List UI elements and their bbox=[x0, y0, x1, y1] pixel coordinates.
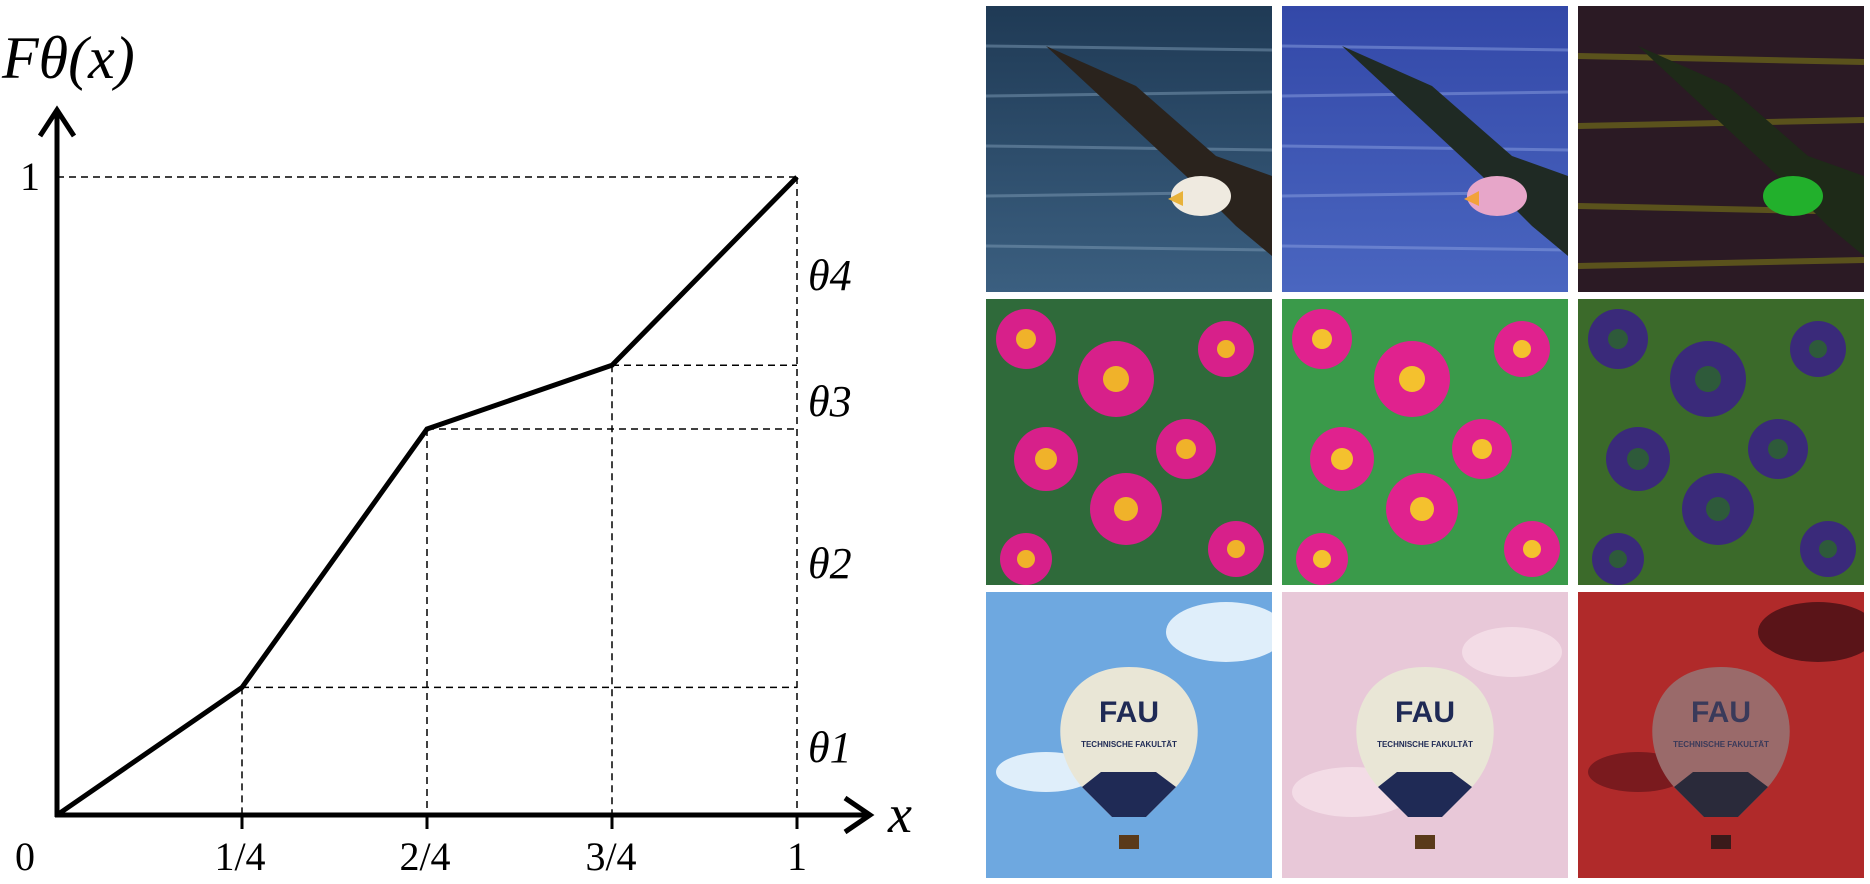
flowers-dark-image bbox=[1578, 299, 1864, 585]
y-tick-1: 1 bbox=[20, 154, 40, 199]
x-tick-label-1: 1/4 bbox=[214, 834, 265, 879]
eagle-dark-image bbox=[1578, 6, 1864, 292]
image-grid: FAU TECHNISCHE FAKULTÄT FAU TECHNISCHE F… bbox=[986, 6, 1864, 878]
x-tick-label-3: 3/4 bbox=[585, 834, 636, 879]
piecewise-linear-curve bbox=[55, 175, 799, 818]
svg-text:TECHNISCHE FAKULTÄT: TECHNISCHE FAKULTÄT bbox=[1081, 740, 1177, 749]
theta-3-label: θ3 bbox=[808, 377, 852, 426]
y-axis-arrowhead bbox=[37, 105, 77, 138]
balloon-original-image: FAU TECHNISCHE FAKULTÄT bbox=[986, 592, 1272, 878]
svg-text:TECHNISCHE FAKULTÄT: TECHNISCHE FAKULTÄT bbox=[1673, 740, 1769, 749]
theta-4-label: θ4 bbox=[808, 251, 852, 300]
balloon-red-image: FAU TECHNISCHE FAKULTÄT bbox=[1578, 592, 1864, 878]
x-tick-label-2: 2/4 bbox=[399, 834, 450, 879]
theta-1-label: θ1 bbox=[808, 723, 852, 772]
svg-text:FAU: FAU bbox=[1691, 696, 1751, 729]
guide-lines bbox=[57, 176, 798, 815]
x-axis-arrowhead bbox=[843, 795, 875, 835]
balloon-pink-image: FAU TECHNISCHE FAKULTÄT bbox=[1282, 592, 1568, 878]
flowers-original-image bbox=[986, 299, 1272, 585]
svg-text:FAU: FAU bbox=[1395, 696, 1455, 729]
eagle-original-image bbox=[986, 6, 1272, 292]
x-axis-label: x bbox=[887, 784, 912, 844]
svg-text:TECHNISCHE FAKULTÄT: TECHNISCHE FAKULTÄT bbox=[1377, 740, 1473, 749]
x-ticks bbox=[240, 815, 799, 829]
theta-2-label: θ2 bbox=[808, 539, 852, 588]
y-axis-label: Fθ(x) bbox=[1, 25, 135, 91]
svg-text:FAU: FAU bbox=[1099, 696, 1159, 729]
curve-diagram: Fθ(x) x 0 1 1/4 2/4 3/4 1 θ1 θ2 θ3 θ4 bbox=[1, 25, 912, 879]
eagle-blue-image bbox=[1282, 6, 1568, 292]
origin-label: 0 bbox=[15, 834, 35, 879]
flowers-green-image bbox=[1282, 299, 1568, 585]
x-tick-label-4: 1 bbox=[787, 834, 807, 879]
